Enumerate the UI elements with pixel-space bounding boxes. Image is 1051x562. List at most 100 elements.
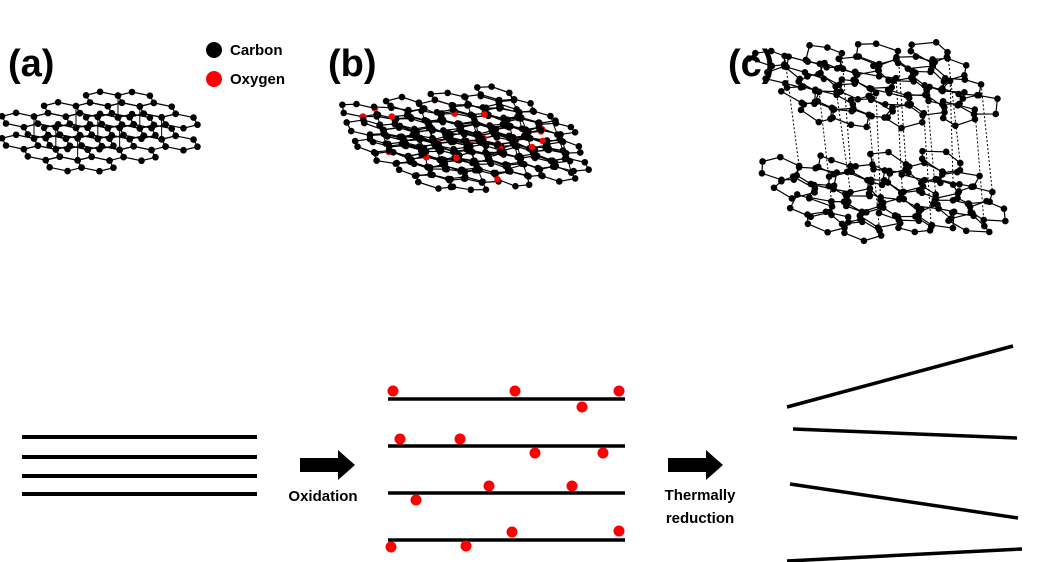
- carbon-atom: [83, 114, 90, 121]
- carbon-atom: [960, 95, 967, 102]
- arrow: [300, 450, 355, 480]
- carbon-atom: [824, 44, 831, 51]
- carbon-atom: [397, 134, 404, 141]
- carbon-atom: [63, 113, 70, 120]
- carbon-atom: [469, 160, 476, 167]
- carbon-atom: [386, 147, 393, 154]
- carbon-atom: [498, 149, 505, 156]
- carbon-atom: [885, 149, 892, 156]
- carbon-atom: [905, 65, 912, 72]
- carbon-atom: [531, 152, 538, 159]
- carbon-atom: [506, 89, 513, 96]
- carbon-atom: [889, 104, 896, 111]
- carbon-atom: [506, 135, 513, 142]
- carbon-atom: [824, 229, 831, 236]
- carbon-atom: [521, 133, 528, 140]
- carbon-atom: [976, 173, 983, 180]
- carbon-atom: [971, 111, 978, 118]
- carbon-atom: [129, 89, 136, 96]
- carbon-atom: [981, 223, 988, 230]
- carbon-atom: [348, 128, 355, 135]
- carbon-atom: [74, 157, 81, 164]
- carbon-atom: [494, 142, 501, 149]
- carbon-atom: [931, 197, 938, 204]
- carbon-atom: [429, 172, 436, 179]
- carbon-atom: [486, 122, 493, 129]
- carbon-atom: [881, 114, 888, 121]
- carbon-atom: [194, 121, 201, 128]
- carbon-atom: [450, 184, 457, 191]
- carbon-atom: [445, 134, 452, 141]
- carbon-atom: [56, 131, 63, 138]
- carbon-atom: [399, 94, 406, 101]
- carbon-atom: [505, 168, 512, 175]
- oxygen-atom: [481, 111, 488, 118]
- carbon-atom: [353, 101, 360, 108]
- carbon-atom: [549, 157, 556, 164]
- carbon-atom: [804, 211, 811, 218]
- carbon-atom: [367, 136, 374, 143]
- carbon-atom: [98, 143, 105, 150]
- carbon-atom: [137, 125, 144, 132]
- carbon-atom: [467, 111, 474, 118]
- carbon-atom: [963, 62, 970, 69]
- carbon-atom: [557, 136, 564, 143]
- carbon-atom: [352, 138, 359, 145]
- carbon-atom: [804, 73, 811, 80]
- carbon-atom: [415, 179, 422, 186]
- carbon-atom: [868, 176, 875, 183]
- carbon-atom: [913, 53, 920, 60]
- carbon-atom: [553, 120, 560, 127]
- carbon-atom: [805, 221, 812, 228]
- carbon-atom: [147, 114, 154, 121]
- carbon-atom: [519, 125, 526, 132]
- carbon-atom: [115, 114, 122, 121]
- carbon-atom: [939, 85, 946, 92]
- carbon-atom: [464, 102, 471, 109]
- carbon-atom: [479, 179, 486, 186]
- carbon-atom: [41, 124, 48, 131]
- carbon-atom: [172, 133, 179, 140]
- carbon-atom: [480, 104, 487, 111]
- carbon-atom: [526, 181, 533, 188]
- carbon-atom: [914, 203, 921, 210]
- carbon-atom: [471, 119, 478, 126]
- carbon-atom: [96, 168, 103, 175]
- carbon-atom: [35, 142, 42, 149]
- carbon-atom: [885, 86, 892, 93]
- carbon-atom: [512, 183, 519, 190]
- carbon-atom: [152, 132, 159, 139]
- carbon-atom: [800, 83, 807, 90]
- panel-label: (c): [728, 43, 774, 85]
- carbon-atom: [396, 166, 403, 173]
- carbon-atom: [106, 157, 113, 164]
- panel-label: (a): [8, 43, 54, 85]
- carbon-atom: [815, 71, 822, 78]
- carbon-atom: [908, 75, 915, 82]
- carbon-atom: [954, 195, 961, 202]
- step-label: reduction: [666, 510, 734, 527]
- carbon-atom: [876, 210, 883, 217]
- carbon-atom: [45, 110, 52, 117]
- carbon-atom: [926, 84, 933, 91]
- carbon-atom: [585, 166, 592, 173]
- carbon-atom: [867, 151, 874, 158]
- carbon-atom: [119, 99, 126, 106]
- carbon-atom: [895, 48, 902, 55]
- carbon-atom: [87, 99, 94, 106]
- carbon-atom: [88, 132, 95, 139]
- carbon-atom: [67, 143, 74, 150]
- carbon-atom: [911, 229, 918, 236]
- carbon-atom: [789, 195, 796, 202]
- carbon-atom: [570, 168, 577, 175]
- carbon-atom: [850, 106, 857, 113]
- carbon-atom: [180, 125, 187, 132]
- carbon-atom: [158, 114, 165, 121]
- carbon-atom: [78, 142, 85, 149]
- carbon-atom: [147, 92, 154, 99]
- carbon-atom: [830, 106, 837, 113]
- carbon-atom: [109, 132, 116, 139]
- carbon-atom: [162, 143, 169, 150]
- carbon-atom: [513, 106, 520, 113]
- carbon-atom: [373, 113, 380, 120]
